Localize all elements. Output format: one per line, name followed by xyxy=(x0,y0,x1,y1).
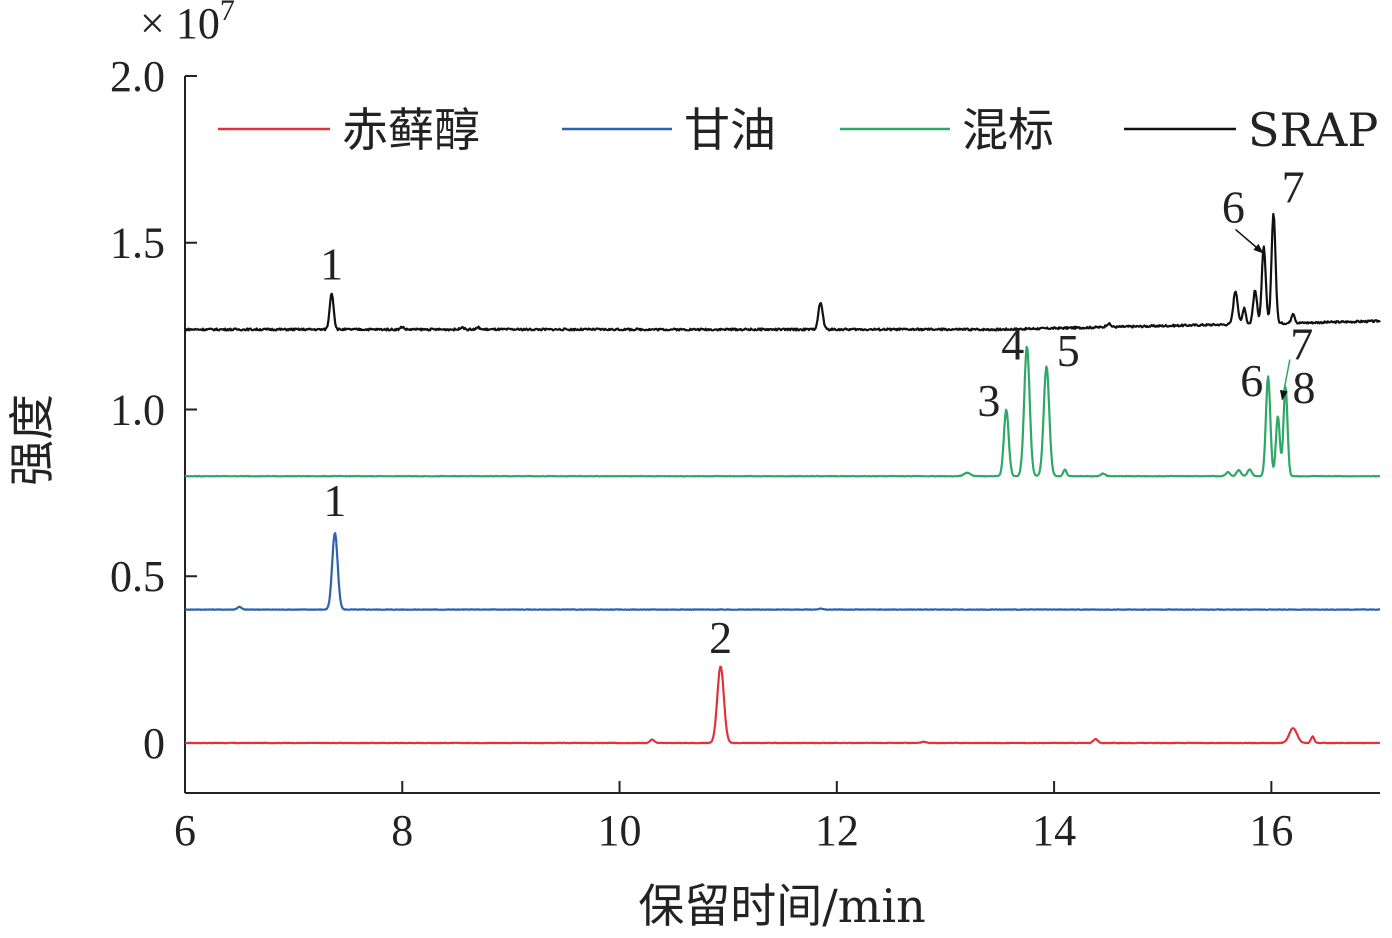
legend-label-srap: SRAP xyxy=(1248,103,1378,157)
y-tick-label: 0 xyxy=(143,719,165,768)
peak-label: 7 xyxy=(1290,318,1313,369)
peak-label: 4 xyxy=(1001,318,1024,369)
x-axis-ticks: 6 8 10 12 14 16 xyxy=(174,781,1293,855)
legend-label-mixed-standard: 混标 xyxy=(962,103,1054,157)
peak-label: 7 xyxy=(1282,162,1305,213)
x-tick-label: 12 xyxy=(815,806,859,855)
series-line-0 xyxy=(184,665,1381,745)
y-axis-title: 强度 xyxy=(5,394,59,486)
y-tick-label: 0.5 xyxy=(110,552,165,601)
scale-exponent: 7 xyxy=(220,0,235,27)
peak-label: 1 xyxy=(323,475,346,526)
peak-label: 5 xyxy=(1057,325,1080,376)
x-tick-label: 8 xyxy=(391,806,413,855)
x-tick-label: 6 xyxy=(174,806,196,855)
y-tick-label: 2.0 xyxy=(110,52,165,101)
legend: 赤藓醇 甘油 混标 SRAP xyxy=(218,103,1378,157)
series-line-1 xyxy=(184,532,1381,611)
series-line-3 xyxy=(184,212,1381,332)
y-tick-label: 1.0 xyxy=(110,385,165,434)
scale-multiplier-text: × 10 xyxy=(140,0,220,48)
legend-label-erythritol: 赤藓醇 xyxy=(342,103,480,157)
x-axis-title: 保留时间/min xyxy=(638,879,925,933)
peak-label: 6 xyxy=(1222,182,1245,233)
y-axis-ticks: 0 0.5 1.0 1.5 2.0 xyxy=(110,52,197,768)
x-tick-label: 14 xyxy=(1032,806,1076,855)
peak-label: 2 xyxy=(709,612,732,663)
peak-label: 1 xyxy=(320,238,343,289)
peak-label: 6 xyxy=(1240,355,1263,406)
peak-arrow xyxy=(1235,228,1264,254)
legend-label-glycerol: 甘油 xyxy=(684,103,776,157)
peak-label: 3 xyxy=(977,375,1000,426)
y-tick-label: 1.5 xyxy=(110,219,165,268)
peak-arrow xyxy=(1279,359,1291,401)
x-tick-label: 16 xyxy=(1249,806,1293,855)
series-line-2 xyxy=(184,345,1381,478)
x-tick-label: 10 xyxy=(598,806,642,855)
scale-multiplier: × 107 xyxy=(140,0,235,48)
series-group xyxy=(184,212,1381,745)
peak-label: 8 xyxy=(1292,362,1315,413)
